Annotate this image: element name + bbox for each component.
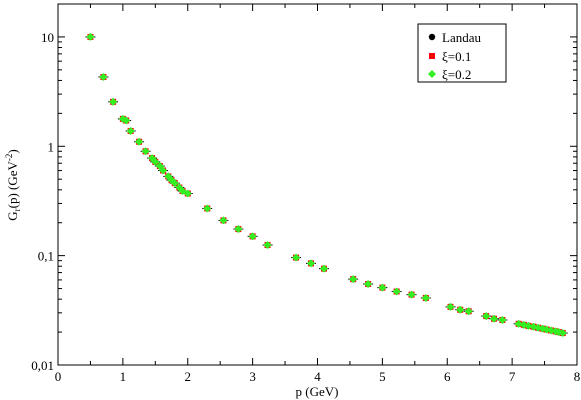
data-point-series-2 [421, 293, 430, 302]
data-point-series-2 [558, 329, 567, 338]
data-point-series-2 [456, 305, 465, 314]
data-point-series-2 [378, 283, 387, 292]
data-point-series-2 [319, 264, 328, 273]
x-tick-label: 1 [120, 369, 127, 384]
x-axis-title: p (GeV) [296, 384, 339, 399]
y-tick-label: 0,1 [38, 249, 54, 264]
data-point-series-2 [263, 241, 272, 250]
axis-ticks: 0 1 2 3 4 5 6 7 8 0,01 0,1 1 10 [31, 3, 581, 384]
data-point-series-2 [170, 179, 179, 188]
data-point-series-2 [86, 32, 95, 41]
legend-marker-xi02 [428, 70, 436, 78]
y-tick-label: 10 [41, 30, 54, 45]
data-point-series-2 [99, 73, 108, 82]
x-tick-label: 7 [509, 369, 516, 384]
data-point-series-2 [489, 314, 498, 323]
data-point-series-2 [109, 97, 118, 106]
data-point-series-2 [248, 232, 257, 241]
legend: Landau ξ=0.1 ξ=0.2 [417, 23, 507, 83]
data-point-series-2 [446, 302, 455, 311]
data-point-series-2 [392, 287, 401, 296]
x-tick-label: 2 [185, 369, 192, 384]
data-point-series-2 [141, 147, 150, 156]
legend-label-xi02: ξ=0.2 [442, 67, 471, 82]
data-point-series-2 [122, 116, 131, 125]
y-tick-label: 1 [48, 139, 55, 154]
x-tick-label: 0 [55, 369, 62, 384]
data-point-series-2 [159, 166, 168, 175]
y-tick-label: 0,01 [31, 358, 54, 373]
x-tick-label: 8 [574, 369, 581, 384]
data-point-series-2 [464, 307, 473, 316]
data-point-series-2 [203, 204, 212, 213]
x-tick-label: 5 [379, 369, 386, 384]
data-point-series-2 [514, 319, 523, 328]
data-point-series-2 [349, 275, 358, 284]
data-point-series-2 [407, 290, 416, 299]
data-point-series-2 [307, 259, 316, 268]
data-point-series-2 [234, 225, 243, 234]
data-point-series-2 [219, 216, 228, 225]
data-point-series-2 [524, 321, 533, 330]
data-point-series-2 [135, 137, 144, 146]
legend-label-xi01: ξ=0.1 [442, 49, 471, 64]
data-point-series-2 [498, 315, 507, 324]
x-tick-label: 4 [314, 369, 321, 384]
data-point-series-2 [151, 157, 160, 166]
data-point-series-2 [183, 189, 192, 198]
data-point-series-2 [364, 280, 373, 289]
legend-label-landau: Landau [442, 30, 481, 45]
data-point-series-2 [126, 126, 135, 135]
x-tick-label: 6 [444, 369, 451, 384]
x-tick-label: 3 [249, 369, 256, 384]
y-axis-title: Gr(p) (GeV-2) [4, 149, 22, 221]
data-point-series-2 [292, 253, 301, 262]
data-points [85, 32, 568, 338]
legend-marker-landau [428, 33, 436, 41]
legend-marker-xi01 [429, 53, 435, 59]
data-point-series-2 [482, 312, 491, 321]
